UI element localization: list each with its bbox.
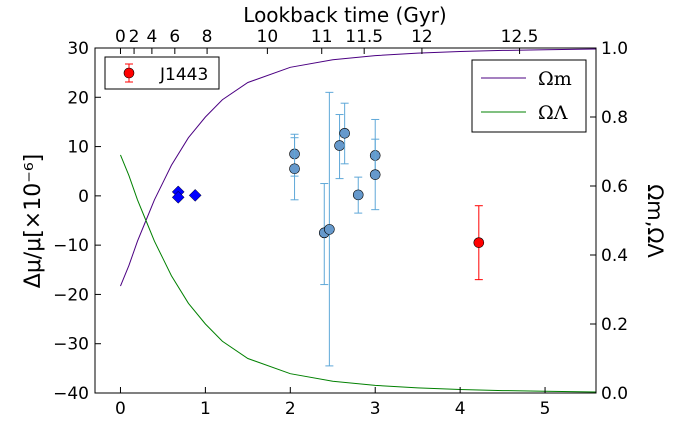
- data-point-diamond: [188, 189, 202, 202]
- legend-right-box: [471, 59, 587, 133]
- data-point: [473, 237, 485, 248]
- data-point: [334, 140, 345, 151]
- top-axis-title: Lookback time (Gyr): [243, 3, 446, 27]
- x-tick-label: 1: [200, 399, 211, 419]
- right-y-tick-label: 0.4: [601, 246, 628, 266]
- top-tick-label: 8: [202, 27, 213, 47]
- top-tick-label: 11.5: [345, 27, 383, 47]
- x-tick-label: 5: [540, 399, 551, 419]
- data-point: [324, 224, 335, 235]
- right-y-tick-label: 0.2: [601, 315, 628, 335]
- x-tick-label: 3: [370, 399, 381, 419]
- data-point: [289, 163, 300, 175]
- top-tick-label: 11: [311, 27, 333, 47]
- top-tick-label: 10: [257, 27, 279, 47]
- left-y-tick-label: 0: [78, 187, 89, 207]
- x-tick-label: 0: [115, 399, 126, 419]
- legend-j1443-label: J1443: [159, 65, 208, 85]
- right-y-tick-label: 0.0: [601, 384, 628, 404]
- right-y-tick-label: 0.8: [601, 108, 628, 128]
- left-y-tick-label: −10: [53, 236, 89, 256]
- left-y-tick-label: −40: [53, 384, 89, 404]
- data-point: [352, 189, 364, 201]
- right-axis-title: Ωm,ΩΛ: [643, 184, 667, 258]
- legend-left-box: [104, 56, 220, 90]
- plot-frame: [94, 47, 597, 394]
- right-y-tick-label: 1.0: [601, 39, 628, 59]
- top-tick-label: 4: [146, 27, 157, 47]
- right-y-tick-label: 0.6: [601, 177, 628, 197]
- left-y-tick-label: 10: [67, 138, 89, 158]
- left-y-tick-label: −30: [53, 335, 89, 355]
- left-y-tick-label: −20: [53, 285, 89, 305]
- legend-omega-m-label: Ωm: [538, 68, 572, 90]
- legend-left: J1443: [104, 56, 220, 90]
- left-axis-title: Δμ/μ[×10⁻⁶]: [21, 154, 46, 288]
- top-tick-label: 0: [115, 27, 126, 47]
- legend-j1443-marker: [123, 67, 135, 79]
- markers-layer: [171, 91, 485, 367]
- left-y-tick-label: 20: [67, 88, 89, 108]
- top-tick-label: 6: [169, 27, 180, 47]
- x-tick-label: 4: [455, 399, 466, 419]
- legend-right: Ωm ΩΛ: [471, 59, 587, 133]
- top-tick-label: 2: [129, 27, 140, 47]
- data-point: [369, 169, 381, 180]
- ticks-layer: 0 1 2 3 4 50 2 4 6 8 10 11 11.5 12 12.5−40−30−20−10010…: [53, 27, 628, 419]
- legend-omega-lambda-label: ΩΛ: [538, 102, 568, 124]
- top-tick-label: 12: [411, 27, 433, 47]
- left-y-tick-label: 30: [67, 39, 89, 59]
- top-tick-label: 12.5: [501, 27, 539, 47]
- x-tick-label: 2: [285, 399, 296, 419]
- data-point: [339, 127, 350, 139]
- data-point-diamond: [171, 190, 185, 204]
